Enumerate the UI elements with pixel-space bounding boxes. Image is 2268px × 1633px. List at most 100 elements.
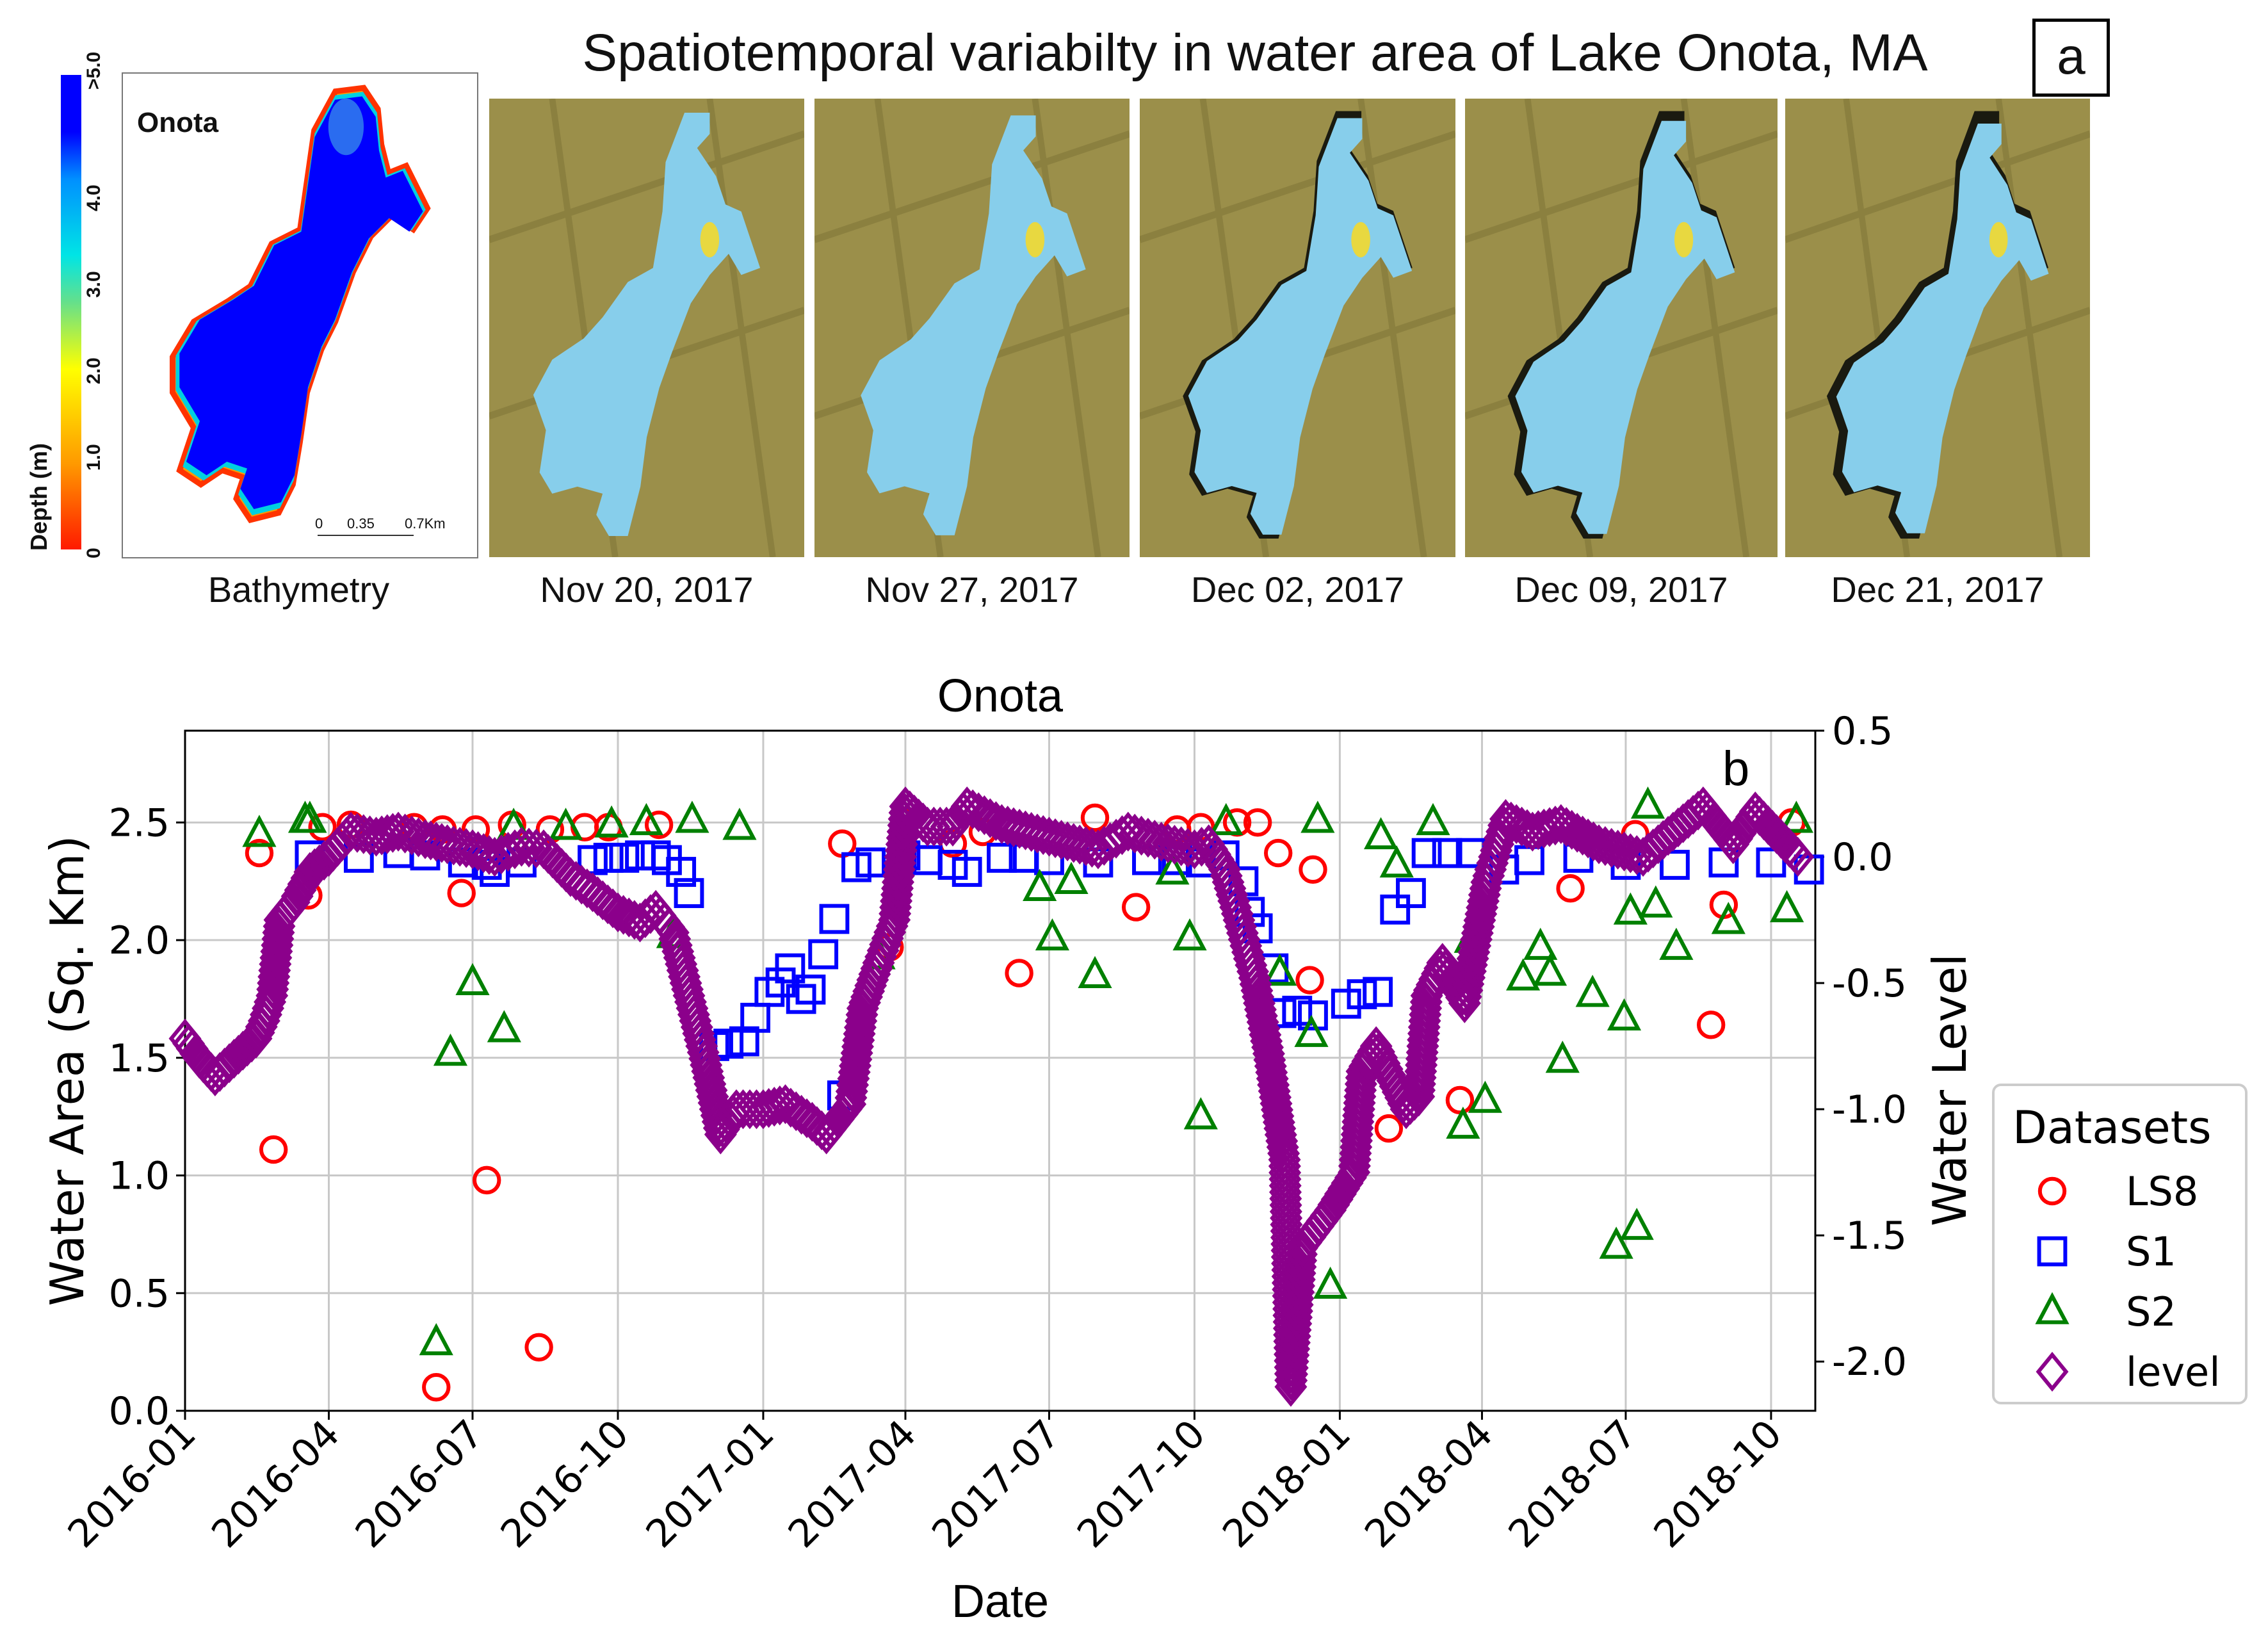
level-point: [365, 815, 398, 856]
level-point: [462, 831, 495, 872]
level-point: [1251, 1027, 1284, 1068]
level-point: [1284, 1234, 1318, 1274]
s2-point: [1023, 868, 1057, 902]
s1-point: [754, 977, 785, 1007]
s1-point: [1411, 838, 1442, 868]
ls8-point: [1374, 1114, 1404, 1143]
level-point: [1544, 804, 1578, 844]
y-tick-label: 2.5: [109, 800, 170, 845]
figure-title: Spatiotemporal variabilty in water area …: [582, 24, 1928, 82]
level-point: [1253, 1039, 1286, 1080]
s2-point: [433, 1034, 468, 1066]
s2-point: [1711, 902, 1746, 934]
scale-bar: 0 0.35 0.7Km: [315, 516, 462, 541]
x-tick-label: 2018-01: [1214, 1411, 1359, 1557]
legend-title: Datasets: [2013, 1101, 2212, 1154]
level-point: [985, 804, 1018, 844]
y-right-tick-label: 0.0: [1832, 835, 1893, 880]
ls8-point: [245, 838, 274, 868]
s1-point: [786, 984, 816, 1014]
level-point: [450, 828, 483, 868]
ls8-point: [1005, 959, 1033, 987]
s1-point: [609, 843, 640, 873]
bathymetry-map: Onota 0 0.35 0.7Km: [122, 72, 478, 558]
s2-point: [1035, 918, 1069, 951]
level-point: [1254, 1046, 1287, 1087]
s1-point: [1380, 894, 1411, 925]
lake-name: Onota: [137, 107, 219, 138]
image-date-label: Dec 09, 2017: [1514, 569, 1728, 610]
x-tick-label: 2018-04: [1356, 1411, 1502, 1557]
s1-point: [1432, 838, 1462, 868]
ls8-point: [1243, 808, 1272, 837]
ls8-point: [473, 1166, 501, 1195]
level-point: [1051, 821, 1084, 862]
level-point: [1500, 804, 1533, 844]
s1-point: [666, 857, 697, 887]
s1-point: [1660, 850, 1690, 880]
s2-point: [675, 800, 709, 833]
scale-label: 0: [315, 516, 323, 532]
s2-point: [1599, 1226, 1633, 1259]
ls8-point: [1080, 803, 1110, 833]
x-tick-label: 2018-07: [1500, 1411, 1646, 1557]
level-point: [431, 824, 464, 865]
level-point: [1158, 824, 1191, 865]
s1-point: [775, 953, 806, 984]
s2-point: [1779, 800, 1813, 833]
x-tick-label: 2016-10: [492, 1411, 638, 1557]
x-tick-label: 2017-07: [923, 1411, 1069, 1557]
level-point: [601, 892, 635, 932]
image-date-label: Nov 27, 2017: [865, 569, 1079, 610]
s1-point: [819, 904, 850, 934]
level-point: [1595, 827, 1628, 868]
s2-point: [1659, 927, 1694, 960]
s2-point: [1446, 1106, 1480, 1139]
colorbar-tick: >5.0: [83, 51, 104, 90]
level-point: [1550, 807, 1583, 847]
level-point: [1257, 1064, 1290, 1105]
satellite-water-map: [1785, 99, 2090, 557]
s1-point: [1298, 1000, 1328, 1031]
ls8-point: [1264, 838, 1293, 868]
bathymetry-label: Bathymetry: [207, 569, 390, 610]
ls8-point: [308, 813, 337, 841]
y-tick-label: 1.5: [109, 1036, 170, 1081]
s2-point: [1054, 861, 1089, 894]
level-point: [1620, 835, 1653, 875]
level-point: [763, 1085, 797, 1126]
level-point: [334, 811, 368, 852]
y-tick-label: 1.0: [109, 1154, 170, 1199]
s1-point: [593, 843, 624, 873]
ls8-point: [644, 810, 674, 840]
level-point: [1252, 1034, 1285, 1074]
level-point: [1566, 815, 1600, 856]
image-date-label: Nov 20, 2017: [540, 569, 754, 610]
level-point: [1026, 815, 1060, 856]
legend-label: S1: [2126, 1228, 2176, 1275]
colorbar-tick: 4.0: [83, 184, 104, 211]
ls8-point: [447, 879, 476, 907]
level-point: [1255, 1052, 1288, 1093]
level-point: [1560, 813, 1594, 853]
level-point: [991, 806, 1025, 846]
s2-point: [1639, 885, 1673, 918]
level-point: [1075, 827, 1108, 868]
level-point: [1494, 801, 1528, 842]
level-point: [402, 817, 435, 857]
s2-point: [1172, 918, 1207, 951]
s2-point: [1078, 955, 1112, 988]
s2-point: [1379, 845, 1414, 878]
colorbar-tick: 1.0: [83, 444, 104, 471]
s1-point: [729, 1026, 759, 1057]
level-point: [1781, 836, 1815, 877]
level-point: [1571, 818, 1605, 859]
level-point: [1259, 1077, 1292, 1117]
level-point: [979, 801, 1012, 841]
y-right-tick-label: -2.0: [1832, 1340, 1907, 1385]
s2-point: [1607, 998, 1642, 1031]
y-right-tick-label: 0.5: [1832, 709, 1893, 754]
level-point: [1045, 820, 1078, 860]
s2-point: [1630, 786, 1665, 819]
s2-point: [487, 1010, 521, 1043]
